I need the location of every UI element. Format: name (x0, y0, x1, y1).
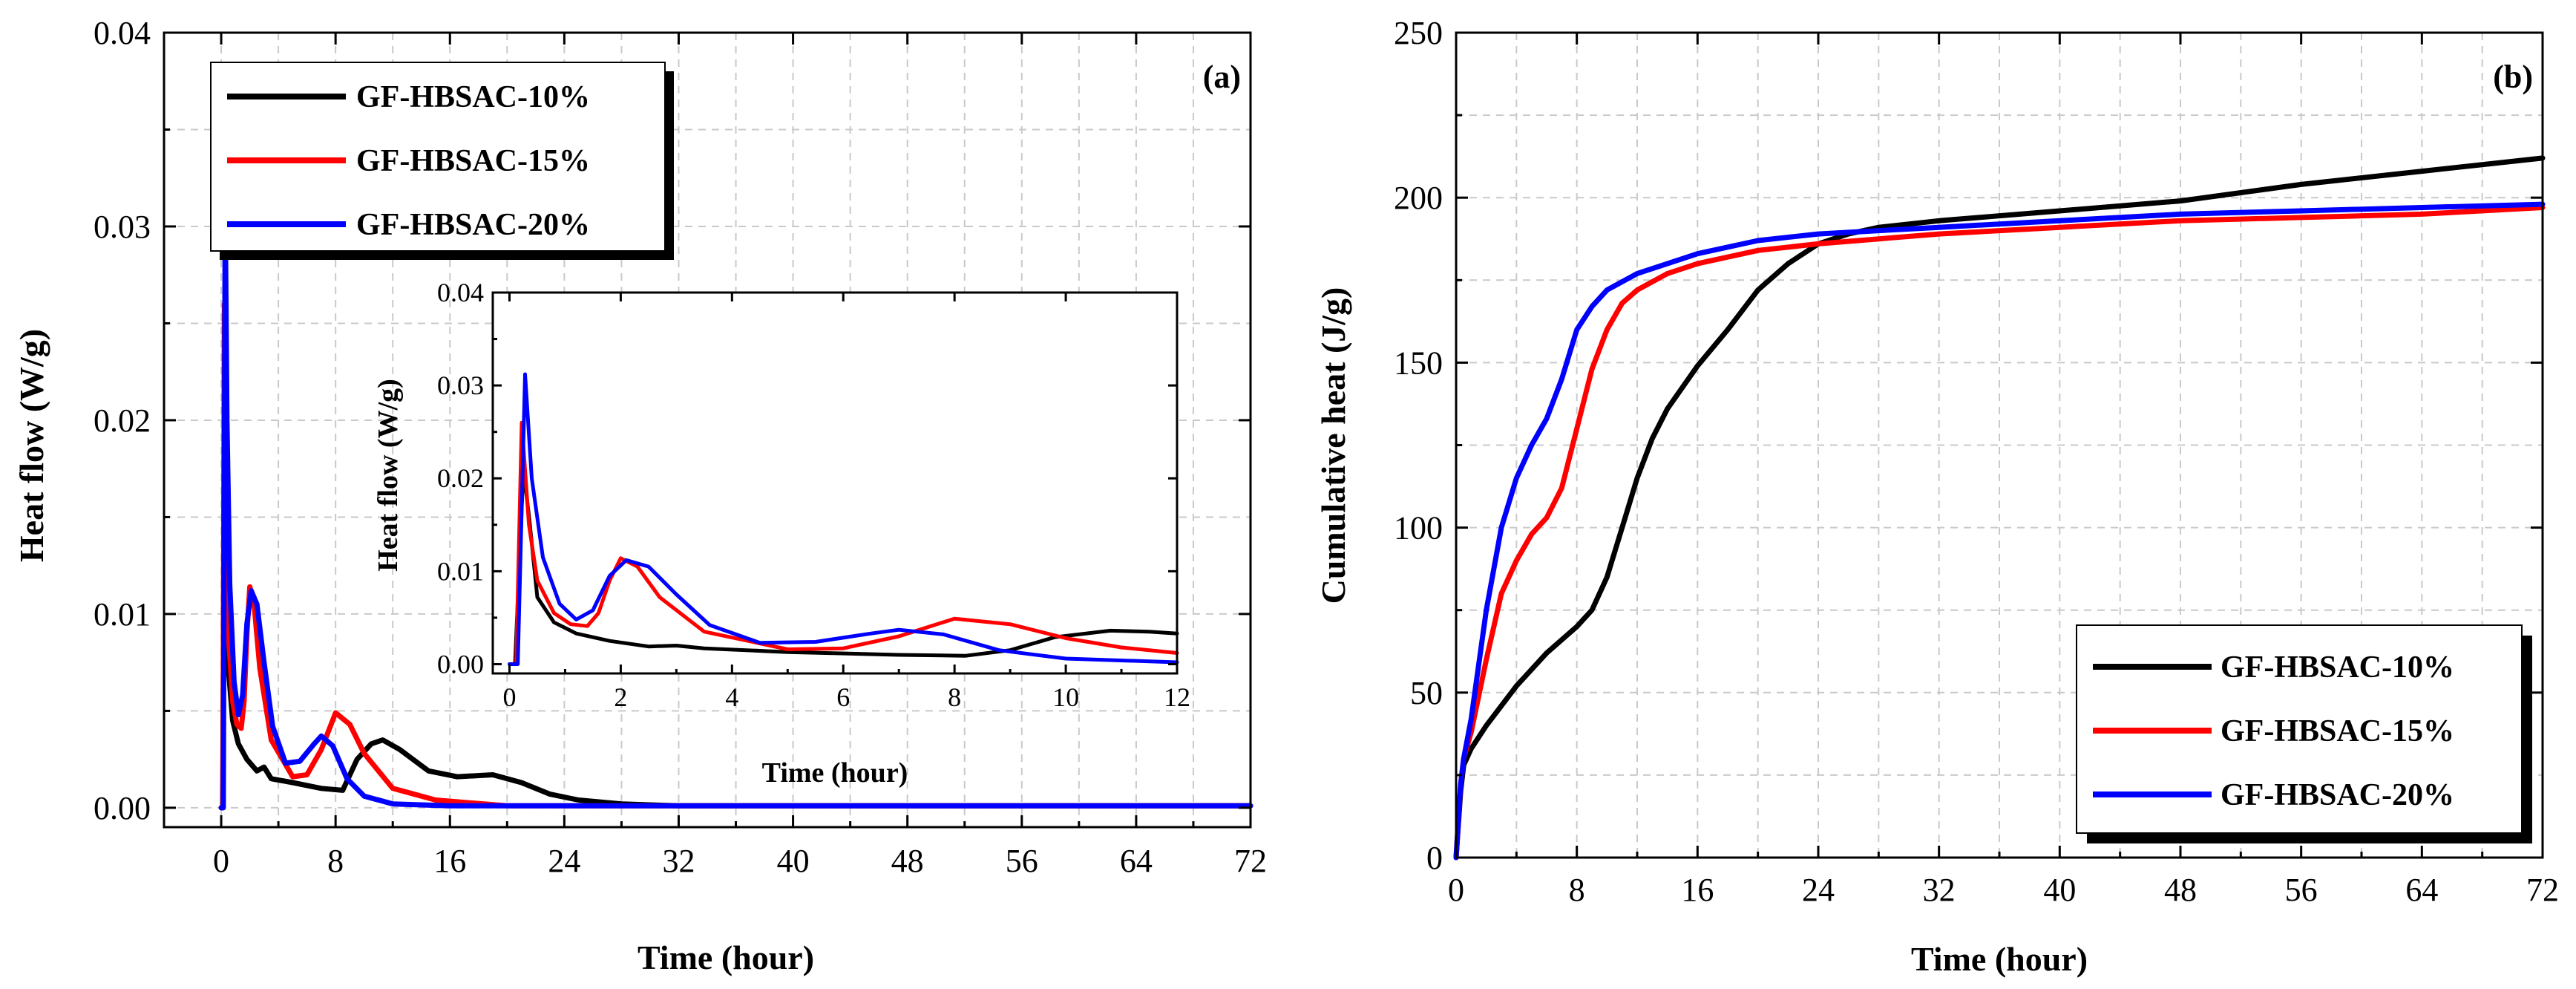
legend-b-label-20: GF-HBSAC-20% (2221, 778, 2454, 812)
panel-a-xtick-label-48: 48 (891, 843, 924, 879)
inset-xtick-label-12: 12 (1164, 682, 1190, 712)
panel-a-x-axis-title: Time (hour) (638, 939, 814, 976)
legend-a-label-10: GF-HBSAC-10% (356, 80, 590, 114)
panel-a-xtick-label-64: 64 (1120, 843, 1153, 879)
panel-a-series-gf-hbsac-20% (218, 200, 1253, 811)
panel-b-ytick-label-2: 100 (1394, 510, 1443, 546)
inset-x-axis-title: Time (hour) (762, 757, 908, 789)
panel-a-ytick-label-3: 0.03 (94, 209, 151, 245)
panel-b-x-axis-title: Time (hour) (1911, 940, 2088, 978)
panel-a-xtick-label-24: 24 (548, 843, 580, 879)
panel-b-xtick-label-48: 48 (2164, 872, 2197, 908)
panel-a-xtick-label-56: 56 (1006, 843, 1038, 879)
panel-b-ytick-label-3: 150 (1394, 345, 1443, 381)
panel-a-inset-chart: 0 2 4 6 8 10 12 0.00 0.01 0.02 0.03 0.04 Time (hou… (373, 278, 1190, 789)
panel-b-ytick-label-1: 50 (1410, 675, 1443, 711)
panel-a-series-gf-hbsac-15% (218, 301, 1253, 811)
legend-a-label-20: GF-HBSAC-20% (356, 208, 590, 242)
inset-ytick-label-3: 0.03 (437, 371, 484, 400)
inset-xtick-label-8: 8 (948, 682, 961, 712)
panel-a-x-ticks: 0 8 16 24 32 40 48 56 64 72 (213, 33, 1267, 879)
panel-a-y-ticks: 0.00 0.01 0.02 0.03 0.04 (94, 15, 1251, 826)
inset-ytick-label-1: 0.01 (437, 556, 484, 586)
panel-b-xtick-label-0: 0 (1448, 872, 1464, 908)
panel-b-ytick-label-4: 200 (1394, 180, 1443, 216)
panel-b-xtick-label-64: 64 (2405, 872, 2438, 908)
panel-b-xtick-label-40: 40 (2043, 872, 2076, 908)
inset-background (493, 293, 1177, 673)
inset-plot-frame (491, 291, 1179, 675)
panel-a-ytick-label-1: 0.01 (94, 596, 151, 633)
panel-b-ytick-label-5: 250 (1394, 15, 1443, 51)
panel-b-xtick-label-32: 32 (1923, 872, 1956, 908)
panel-a-ytick-label-4: 0.04 (94, 15, 151, 51)
inset-ytick-label-4: 0.04 (437, 278, 484, 307)
inset-xtick-label-2: 2 (614, 682, 627, 712)
panel-b-series-group (1453, 155, 2546, 861)
legend-a-label-15: GF-HBSAC-15% (356, 144, 590, 178)
panel-a-y-axis-title: Heat flow (W/g) (13, 329, 50, 562)
panel-a-xtick-label-16: 16 (433, 843, 466, 879)
panel-b-y-axis-title: Cumulative heat (J/g) (1314, 287, 1352, 604)
panel-a-label: (a) (1203, 59, 1241, 95)
panel-a-xtick-label-0: 0 (213, 843, 229, 879)
inset-x-ticks: 0 2 4 6 8 10 12 (502, 293, 1190, 712)
inset-xtick-label-0: 0 (502, 682, 516, 712)
panel-a-ytick-label-0: 0.00 (94, 790, 151, 826)
panel-a-xtick-label-40: 40 (777, 843, 810, 879)
panel-b-series-gf-hbsac-10% (1453, 155, 2546, 861)
panel-a-ytick-label-2: 0.02 (94, 402, 151, 439)
inset-ytick-label-2: 0.02 (437, 463, 484, 493)
panel-b-xtick-label-72: 72 (2526, 872, 2559, 908)
panel-a-series-group (218, 200, 1253, 811)
inset-xtick-label-4: 4 (725, 682, 738, 712)
panel-b-legend: GF-HBSAC-10% GF-HBSAC-15% GF-HBSAC-20% (2076, 624, 2532, 843)
panel-b-xtick-label-8: 8 (1569, 872, 1585, 908)
panel-b-x-ticks: 0 8 16 24 32 40 48 56 64 72 (1448, 33, 2559, 908)
panel-b-cumulative-heat-chart: 0 8 16 24 32 40 48 56 64 72 0 50 100 150 200 250 (b) T… (1314, 15, 2559, 978)
panel-b-xtick-label-56: 56 (2285, 872, 2318, 908)
inset-ytick-label-0: 0.00 (437, 649, 484, 679)
panel-a-plot-frame (163, 31, 1252, 829)
inset-series-gf-hbsac-20% (508, 372, 1179, 666)
inset-y-ticks: 0.00 0.01 0.02 0.03 0.04 (437, 278, 1177, 679)
inset-xtick-label-10: 10 (1052, 682, 1079, 712)
panel-b-series-gf-hbsac-15% (1453, 205, 2546, 861)
inset-y-axis-title: Heat flow (W/g) (373, 379, 404, 572)
panel-b-ytick-label-0: 0 (1426, 840, 1443, 876)
panel-b-xtick-label-16: 16 (1681, 872, 1714, 908)
panel-b-xtick-label-24: 24 (1802, 872, 1835, 908)
legend-b-label-15: GF-HBSAC-15% (2221, 714, 2454, 748)
panel-a-legend: GF-HBSAC-10% GF-HBSAC-15% GF-HBSAC-20% (210, 62, 674, 260)
panel-a-xtick-label-8: 8 (327, 843, 344, 879)
inset-xtick-label-6: 6 (836, 682, 850, 712)
panel-a-xtick-label-72: 72 (1234, 843, 1267, 879)
legend-b-label-10: GF-HBSAC-10% (2221, 650, 2454, 685)
inset-series-group (508, 372, 1179, 666)
panel-a-heat-flow-chart: 0 8 16 24 32 40 48 56 64 72 0.000.010.020.030.04 … (13, 15, 1267, 976)
panel-b-series-gf-hbsac-20% (1453, 201, 2546, 861)
panel-a-xtick-label-32: 32 (662, 843, 695, 879)
panel-b-label: (b) (2493, 59, 2533, 95)
panel-b-y-ticks: 0 50 100 150 200 250 (1394, 15, 2543, 876)
